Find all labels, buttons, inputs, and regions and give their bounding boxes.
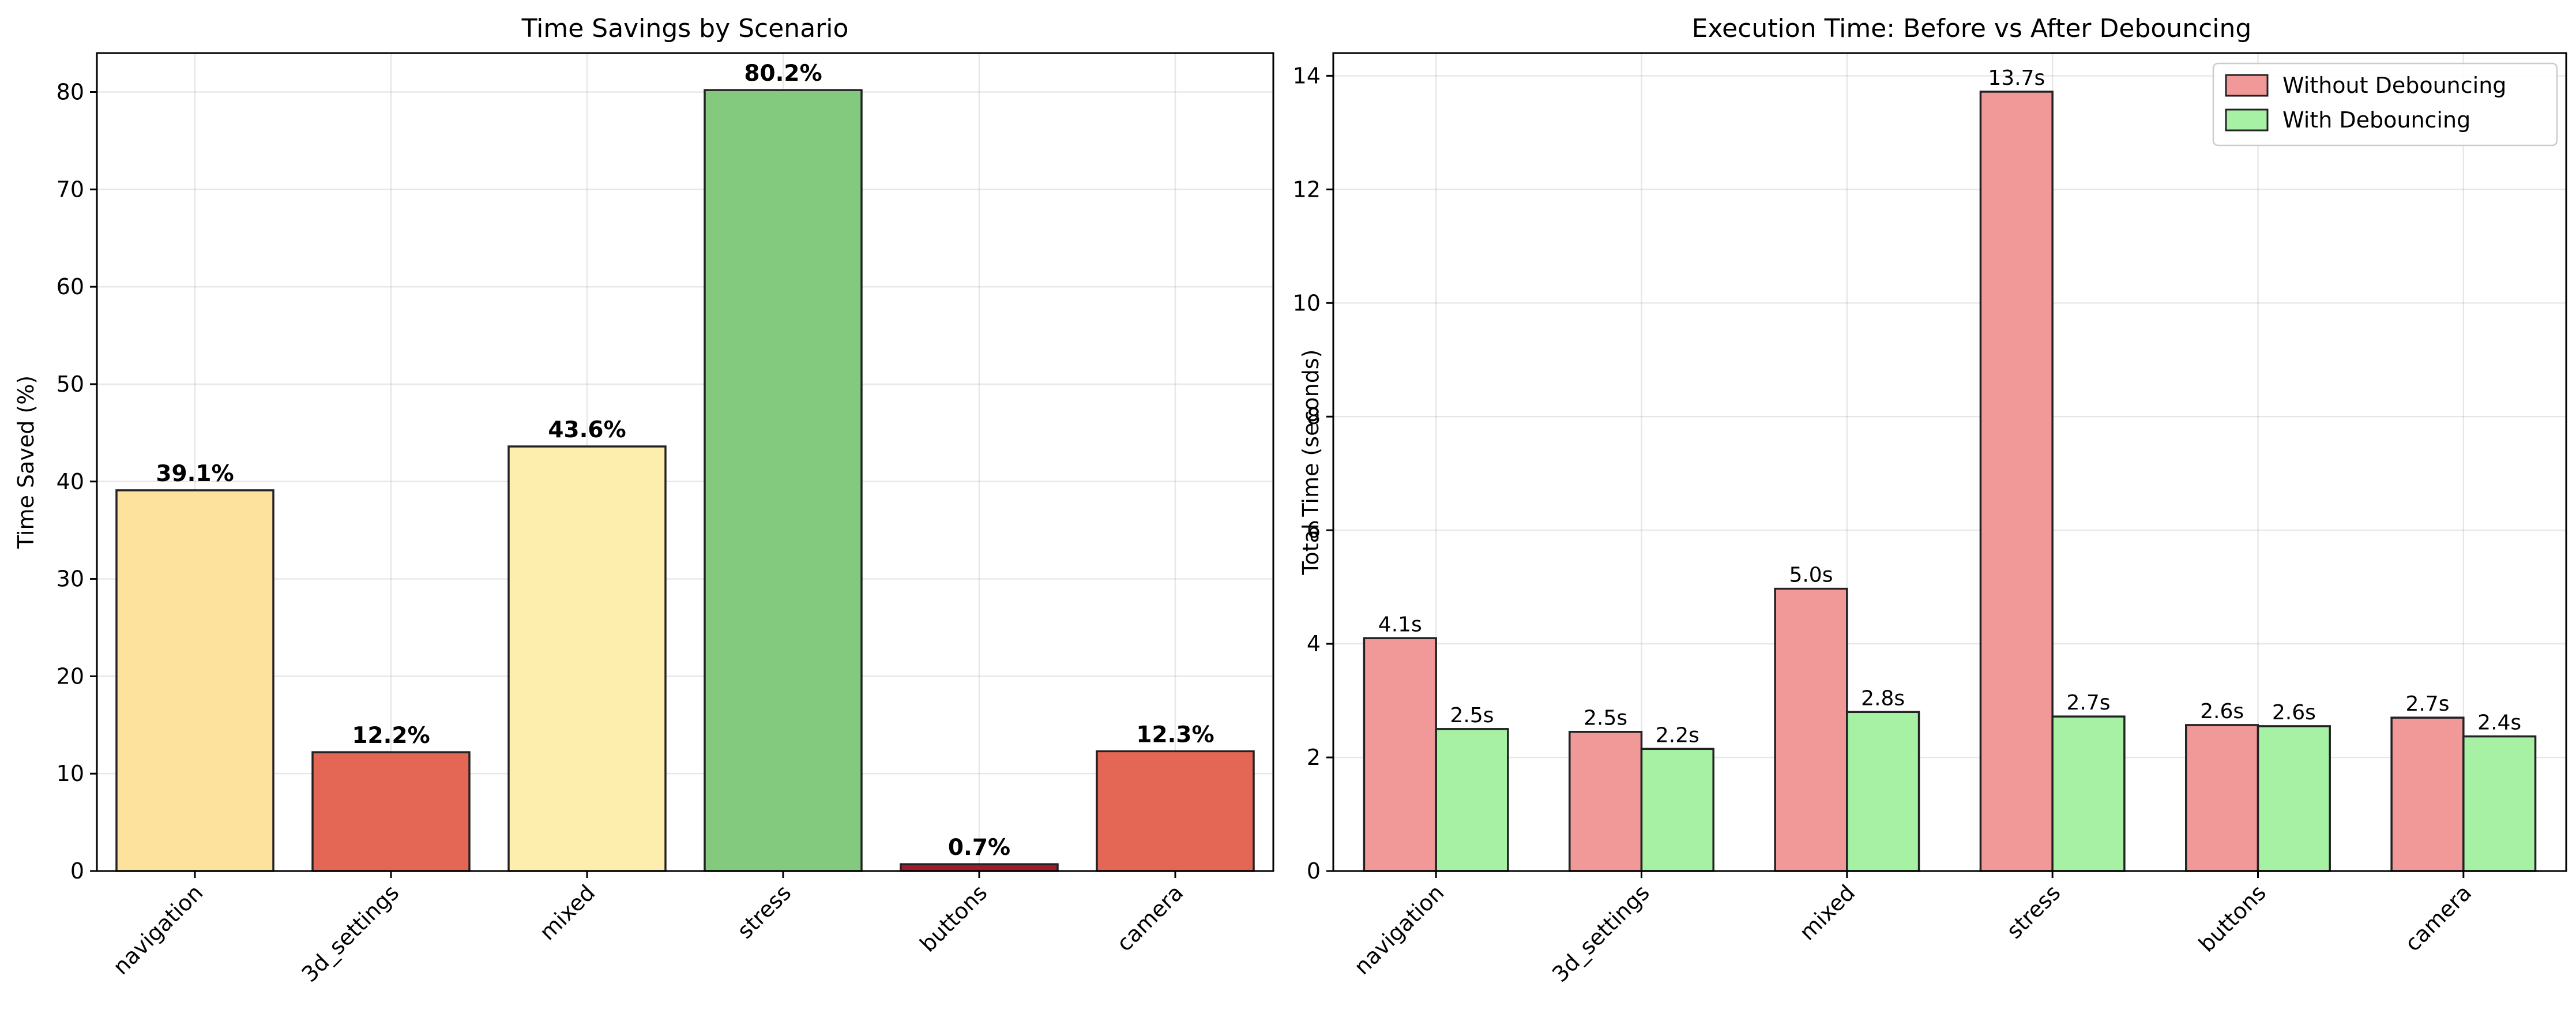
x-tick-label-buttons: buttons	[2194, 880, 2271, 957]
bar-without-buttons	[2185, 724, 2259, 872]
data-label-without-navigation: 4.1s	[1378, 613, 1422, 636]
y-tick-label: 8	[1307, 404, 1321, 429]
data-label-with-navigation: 2.5s	[1450, 704, 1494, 727]
data-label-3d_settings: 12.2%	[352, 723, 430, 749]
x-tick-label-3d_settings: 3d_settings	[1547, 880, 1654, 987]
legend-swatch-with	[2225, 108, 2269, 132]
data-label-camera: 12.3%	[1136, 722, 1214, 748]
y-tick-label: 50	[57, 371, 84, 397]
bar-with-mixed	[1846, 711, 1920, 872]
bar-camera	[1096, 750, 1255, 872]
y-tick-label: 60	[57, 274, 84, 299]
y-tick-label: 2	[1307, 745, 1321, 770]
legend-box	[2212, 62, 2558, 147]
y-tick-label: 0	[70, 858, 84, 884]
bar-without-navigation	[1363, 637, 1437, 872]
data-label-stress: 80.2%	[744, 61, 822, 87]
y-tick-label: 10	[57, 761, 84, 786]
bar-with-buttons	[2257, 725, 2331, 872]
x-tick-label-navigation: navigation	[108, 880, 208, 979]
bar-with-camera	[2462, 735, 2537, 872]
bar-stress	[704, 89, 863, 872]
y-tick-label: 20	[57, 663, 84, 689]
data-label-with-mixed: 2.8s	[1861, 686, 1905, 710]
bar-with-stress	[2051, 715, 2126, 872]
x-tick-label-buttons: buttons	[915, 880, 992, 957]
x-tick-label-camera: camera	[2400, 880, 2477, 956]
data-label-with-camera: 2.4s	[2477, 711, 2521, 735]
data-label-with-3d_settings: 2.2s	[1656, 723, 1699, 747]
legend: Without Debouncing With Debouncing	[2212, 62, 2558, 147]
bar-with-3d_settings	[1640, 748, 1714, 872]
data-label-navigation: 39.1%	[156, 461, 234, 487]
y-tick-label: 70	[57, 177, 84, 202]
time-savings-chart: 39.1% 12.2% 43.6% 80.2% 0.7% 12.3% 0 10 20 30 40 50…	[13, 14, 1274, 987]
legend-label-without: Without Debouncing	[2282, 73, 2506, 98]
data-label-with-stress: 2.7s	[2067, 691, 2111, 715]
data-label-without-stress: 13.7s	[1988, 66, 2045, 90]
data-label-mixed: 43.6%	[548, 417, 626, 443]
legend-label-with: With Debouncing	[2282, 107, 2470, 133]
y-tick-label: 4	[1307, 631, 1321, 656]
y-tick-label: 12	[1293, 177, 1321, 202]
data-label-without-buttons: 2.6s	[2200, 700, 2244, 723]
x-tick-label-camera: camera	[1112, 880, 1189, 956]
chart-title: Time Savings by Scenario	[521, 14, 849, 43]
y-axis-label: Time Saved (%)	[13, 376, 39, 549]
y-tick-label: 80	[57, 80, 84, 105]
bar-without-camera	[2390, 716, 2465, 872]
execution-time-chart: 4.1s 2.5s 5.0s 13.7s 2.6s 2.7s 2.5s 2.2s 2.8s 2.7…	[1293, 14, 2567, 987]
bar-with-navigation	[1435, 728, 1509, 872]
bar-without-stress	[1979, 91, 2054, 872]
x-tick-label-stress: stress	[732, 880, 796, 944]
data-label-without-3d_settings: 2.5s	[1584, 707, 1627, 730]
bar-without-3d_settings	[1569, 730, 1643, 872]
y-tick-label: 6	[1307, 517, 1321, 543]
y-axis-label: Total Time (seconds)	[1298, 350, 1323, 576]
bar-navigation	[115, 489, 274, 872]
plot-frame	[1332, 52, 2567, 872]
x-tick-label-stress: stress	[2002, 880, 2066, 944]
plot-frame	[96, 52, 1274, 872]
x-tick-label-mixed: mixed	[535, 880, 600, 945]
chart-title: Execution Time: Before vs After Debounci…	[1692, 14, 2252, 43]
x-tick-label-3d_settings: 3d_settings	[297, 880, 404, 987]
y-tick-label: 0	[1307, 858, 1321, 884]
bar-3d_settings	[311, 751, 471, 872]
data-label-without-camera: 2.7s	[2405, 692, 2449, 716]
x-tick-label-navigation: navigation	[1349, 880, 1449, 979]
bar-mixed	[507, 445, 667, 872]
bar-buttons	[900, 863, 1059, 872]
y-tick-label: 30	[57, 566, 84, 592]
y-tick-label: 14	[1293, 63, 1321, 88]
data-label-with-buttons: 2.6s	[2272, 701, 2316, 725]
y-tick-label: 40	[57, 469, 84, 494]
data-label-without-mixed: 5.0s	[1789, 564, 1833, 587]
y-tick-label: 10	[1293, 290, 1321, 316]
x-tick-label-mixed: mixed	[1795, 880, 1860, 945]
legend-swatch-without	[2225, 74, 2269, 97]
data-label-buttons: 0.7%	[948, 835, 1010, 861]
bar-without-mixed	[1774, 587, 1848, 872]
